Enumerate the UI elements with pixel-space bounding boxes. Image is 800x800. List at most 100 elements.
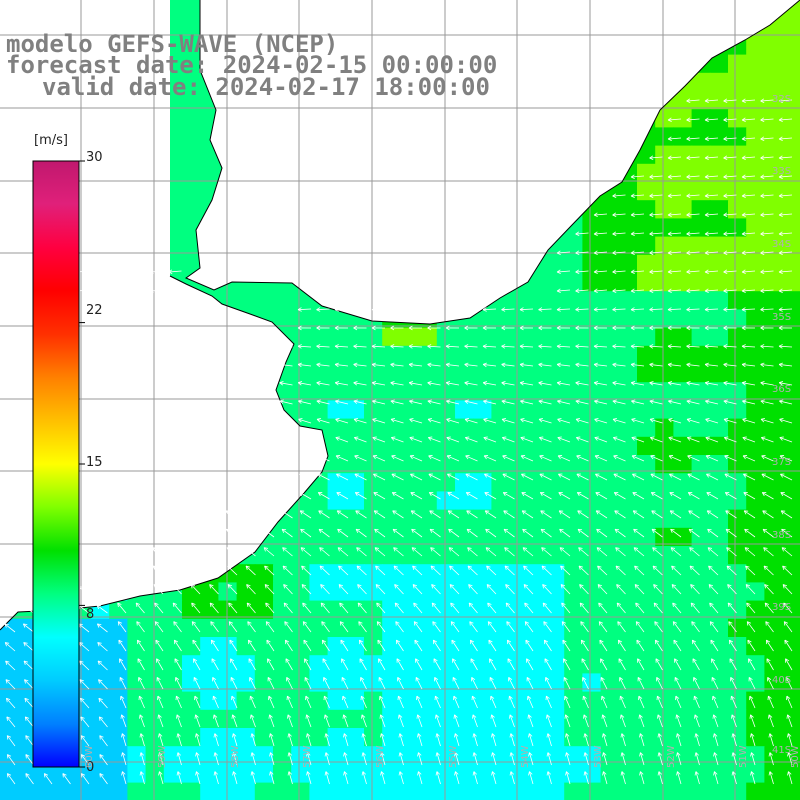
field-cell [436,655,456,674]
field-cell [728,291,747,310]
field-cell [436,491,456,511]
wind-arrow [760,98,774,104]
field-cell [345,473,365,492]
field-cell [764,254,784,274]
field-cell [145,782,165,800]
wind-arrow [779,455,793,462]
wind-arrow [778,174,793,180]
field-cell [455,509,474,529]
wind-arrow [519,307,534,312]
field-cell [618,618,638,638]
field-cell [491,655,511,674]
field-cell [709,163,729,183]
field-cell [509,418,529,438]
wind-arrow [686,193,700,199]
wind-arrow [778,193,793,199]
field-cell [345,764,365,784]
wind-arrow [428,473,441,481]
field-cell [637,764,656,784]
field-cell [509,345,529,365]
wind-arrow [501,381,515,386]
field-cell [600,600,620,620]
field-cell [637,782,656,800]
field-cell [673,509,693,529]
field-cell [618,436,638,456]
field-cell [527,600,547,620]
field-cell [327,473,347,492]
wind-arrow [778,212,793,218]
field-cell [673,546,693,565]
field-cell [600,473,620,492]
field-cell [418,509,438,529]
wind-arrow [519,362,534,368]
field-cell [709,728,729,747]
wind-arrow [427,436,441,443]
field-cell [345,327,365,347]
wind-arrow [593,231,608,237]
wind-arrow [168,288,182,294]
field-cell [473,327,492,347]
field-cell [527,327,547,347]
field-cell [327,728,347,747]
field-cell [364,364,383,383]
wind-arrow [539,492,552,500]
field-cell [709,273,729,292]
field-cell [782,345,800,365]
wind-arrow [94,269,108,275]
field-cell [782,473,800,492]
field-cell [400,618,420,638]
field-cell [618,236,638,256]
wind-arrow [446,455,460,462]
field-cell [455,364,474,383]
field-cell [564,782,583,800]
field-cell [200,691,219,711]
field-cell [582,564,602,583]
field-cell [637,400,656,420]
wind-arrow [686,418,700,424]
field-cell [309,728,329,747]
field-cell [418,473,438,492]
field-cell [709,54,729,74]
field-cell [691,254,711,274]
wind-arrow [704,212,719,218]
field-cell [764,364,784,383]
wind-arrow [686,98,700,104]
wind-arrow [447,492,460,500]
field-cell [327,309,347,329]
wind-arrow [704,269,719,275]
wind-arrow [667,212,682,218]
field-cell [418,782,438,800]
field-cell [491,746,511,765]
wind-arrow [371,381,386,386]
wind-arrow [353,344,367,349]
field-cell [491,473,511,492]
field-cell [782,145,800,165]
field-cell [182,236,201,256]
wind-arrow [687,492,700,500]
field-cell [637,728,656,747]
field-cell [291,600,310,620]
wind-arrow [575,418,589,424]
field-cell [364,345,383,365]
field-cell [509,364,529,383]
field-cell [709,509,729,529]
field-cell [509,327,529,347]
field-cell [145,637,165,656]
field-cell [582,782,602,800]
wind-arrow [723,418,737,424]
field-cell [546,473,565,492]
field-cell [728,709,747,729]
wind-arrow [353,399,367,405]
field-cell [418,691,438,711]
field-cell [382,527,401,547]
wind-arrow [501,362,515,368]
field-cell [163,709,183,729]
field-cell [546,364,565,383]
field-cell [218,746,238,765]
field-cell [618,600,638,620]
field-cell [200,728,219,747]
wind-arrow [761,492,774,500]
wind-arrow [632,473,645,481]
field-cell [509,400,529,420]
